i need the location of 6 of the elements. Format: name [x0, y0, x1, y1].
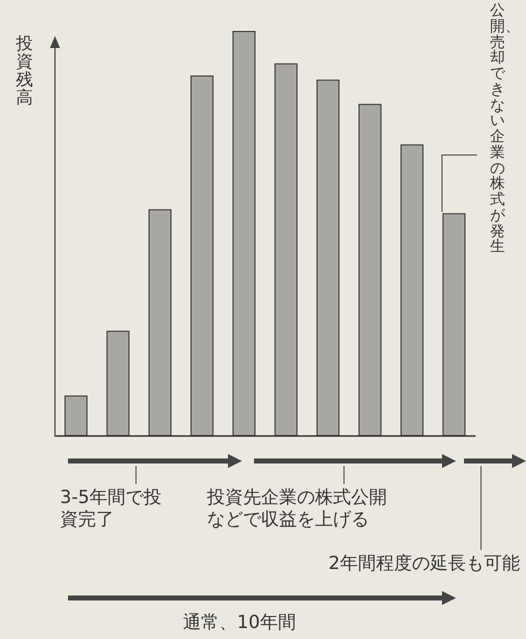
text: 2年間程度の延長も可能 — [328, 553, 520, 575]
text: 投資先企業の株式公開などで収益を上げる — [207, 487, 388, 530]
y-axis-title: 投資残高 — [16, 34, 33, 108]
text: 3-5年間で投資完了 — [60, 487, 162, 530]
text: 公開、売却できない企業の株式が発生 — [490, 1, 520, 256]
text: 通常、10年間 — [183, 612, 296, 634]
